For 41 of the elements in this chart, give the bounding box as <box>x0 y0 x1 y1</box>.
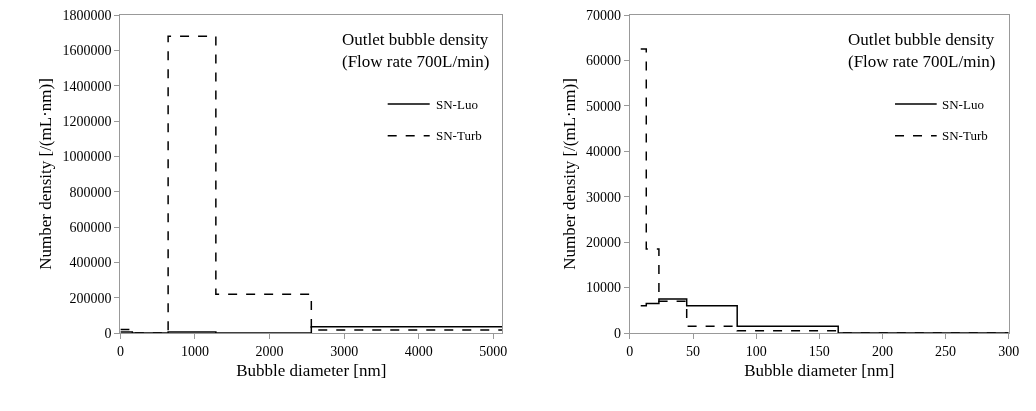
y-tick-label: 1200000 <box>62 113 112 129</box>
y-tick-label: 0 <box>614 325 622 341</box>
y-tick-label: 20000 <box>586 235 622 251</box>
x-tick-label: 250 <box>935 343 957 359</box>
y-axis-title: Number density [/(mL·nm)] <box>559 78 579 270</box>
legend-label: SN-Luo <box>942 97 984 112</box>
x-tick-label: 0 <box>116 343 124 359</box>
x-tick-label: 1000 <box>180 343 209 359</box>
y-tick-label: 1800000 <box>62 7 112 23</box>
x-axis-title: Bubble diameter [nm] <box>236 361 387 381</box>
x-tick-label: 3000 <box>330 343 359 359</box>
x-tick-label: 5000 <box>479 343 508 359</box>
x-tick-label: 150 <box>808 343 830 359</box>
y-tick-label: 70000 <box>586 7 622 23</box>
x-axis-title: Bubble diameter [nm] <box>744 361 895 381</box>
y-tick-label: 40000 <box>586 144 622 160</box>
x-tick-label: 200 <box>871 343 893 359</box>
y-tick-label: 50000 <box>586 98 622 114</box>
x-tick-label: 300 <box>998 343 1020 359</box>
y-tick-label: 600000 <box>69 219 112 235</box>
y-tick-label: 800000 <box>69 184 112 200</box>
legend-label: SN-Turb <box>436 128 482 143</box>
x-tick-label: 50 <box>686 343 700 359</box>
x-tick-label: 0 <box>626 343 634 359</box>
y-tick-label: 1600000 <box>62 43 112 59</box>
y-tick-label: 0 <box>104 325 112 341</box>
x-tick-label: 100 <box>745 343 767 359</box>
y-tick-label: 60000 <box>586 53 622 69</box>
y-tick-label: 1400000 <box>62 78 112 94</box>
y-tick-label: 10000 <box>586 280 622 296</box>
y-tick-label: 400000 <box>69 255 112 271</box>
annotation: Outlet bubble density (Flow rate 700L/min) <box>342 30 490 72</box>
y-axis-title: Number density [/(mL·nm)] <box>36 78 56 270</box>
legend-label: SN-Turb <box>942 128 988 143</box>
annotation: Outlet bubble density (Flow rate 700L/min) <box>848 30 996 72</box>
x-tick-label: 2000 <box>255 343 284 359</box>
y-tick-label: 1000000 <box>62 149 112 165</box>
legend-label: SN-Luo <box>436 97 478 112</box>
y-tick-label: 30000 <box>586 189 622 205</box>
x-tick-label: 4000 <box>404 343 433 359</box>
y-tick-label: 200000 <box>69 290 112 306</box>
